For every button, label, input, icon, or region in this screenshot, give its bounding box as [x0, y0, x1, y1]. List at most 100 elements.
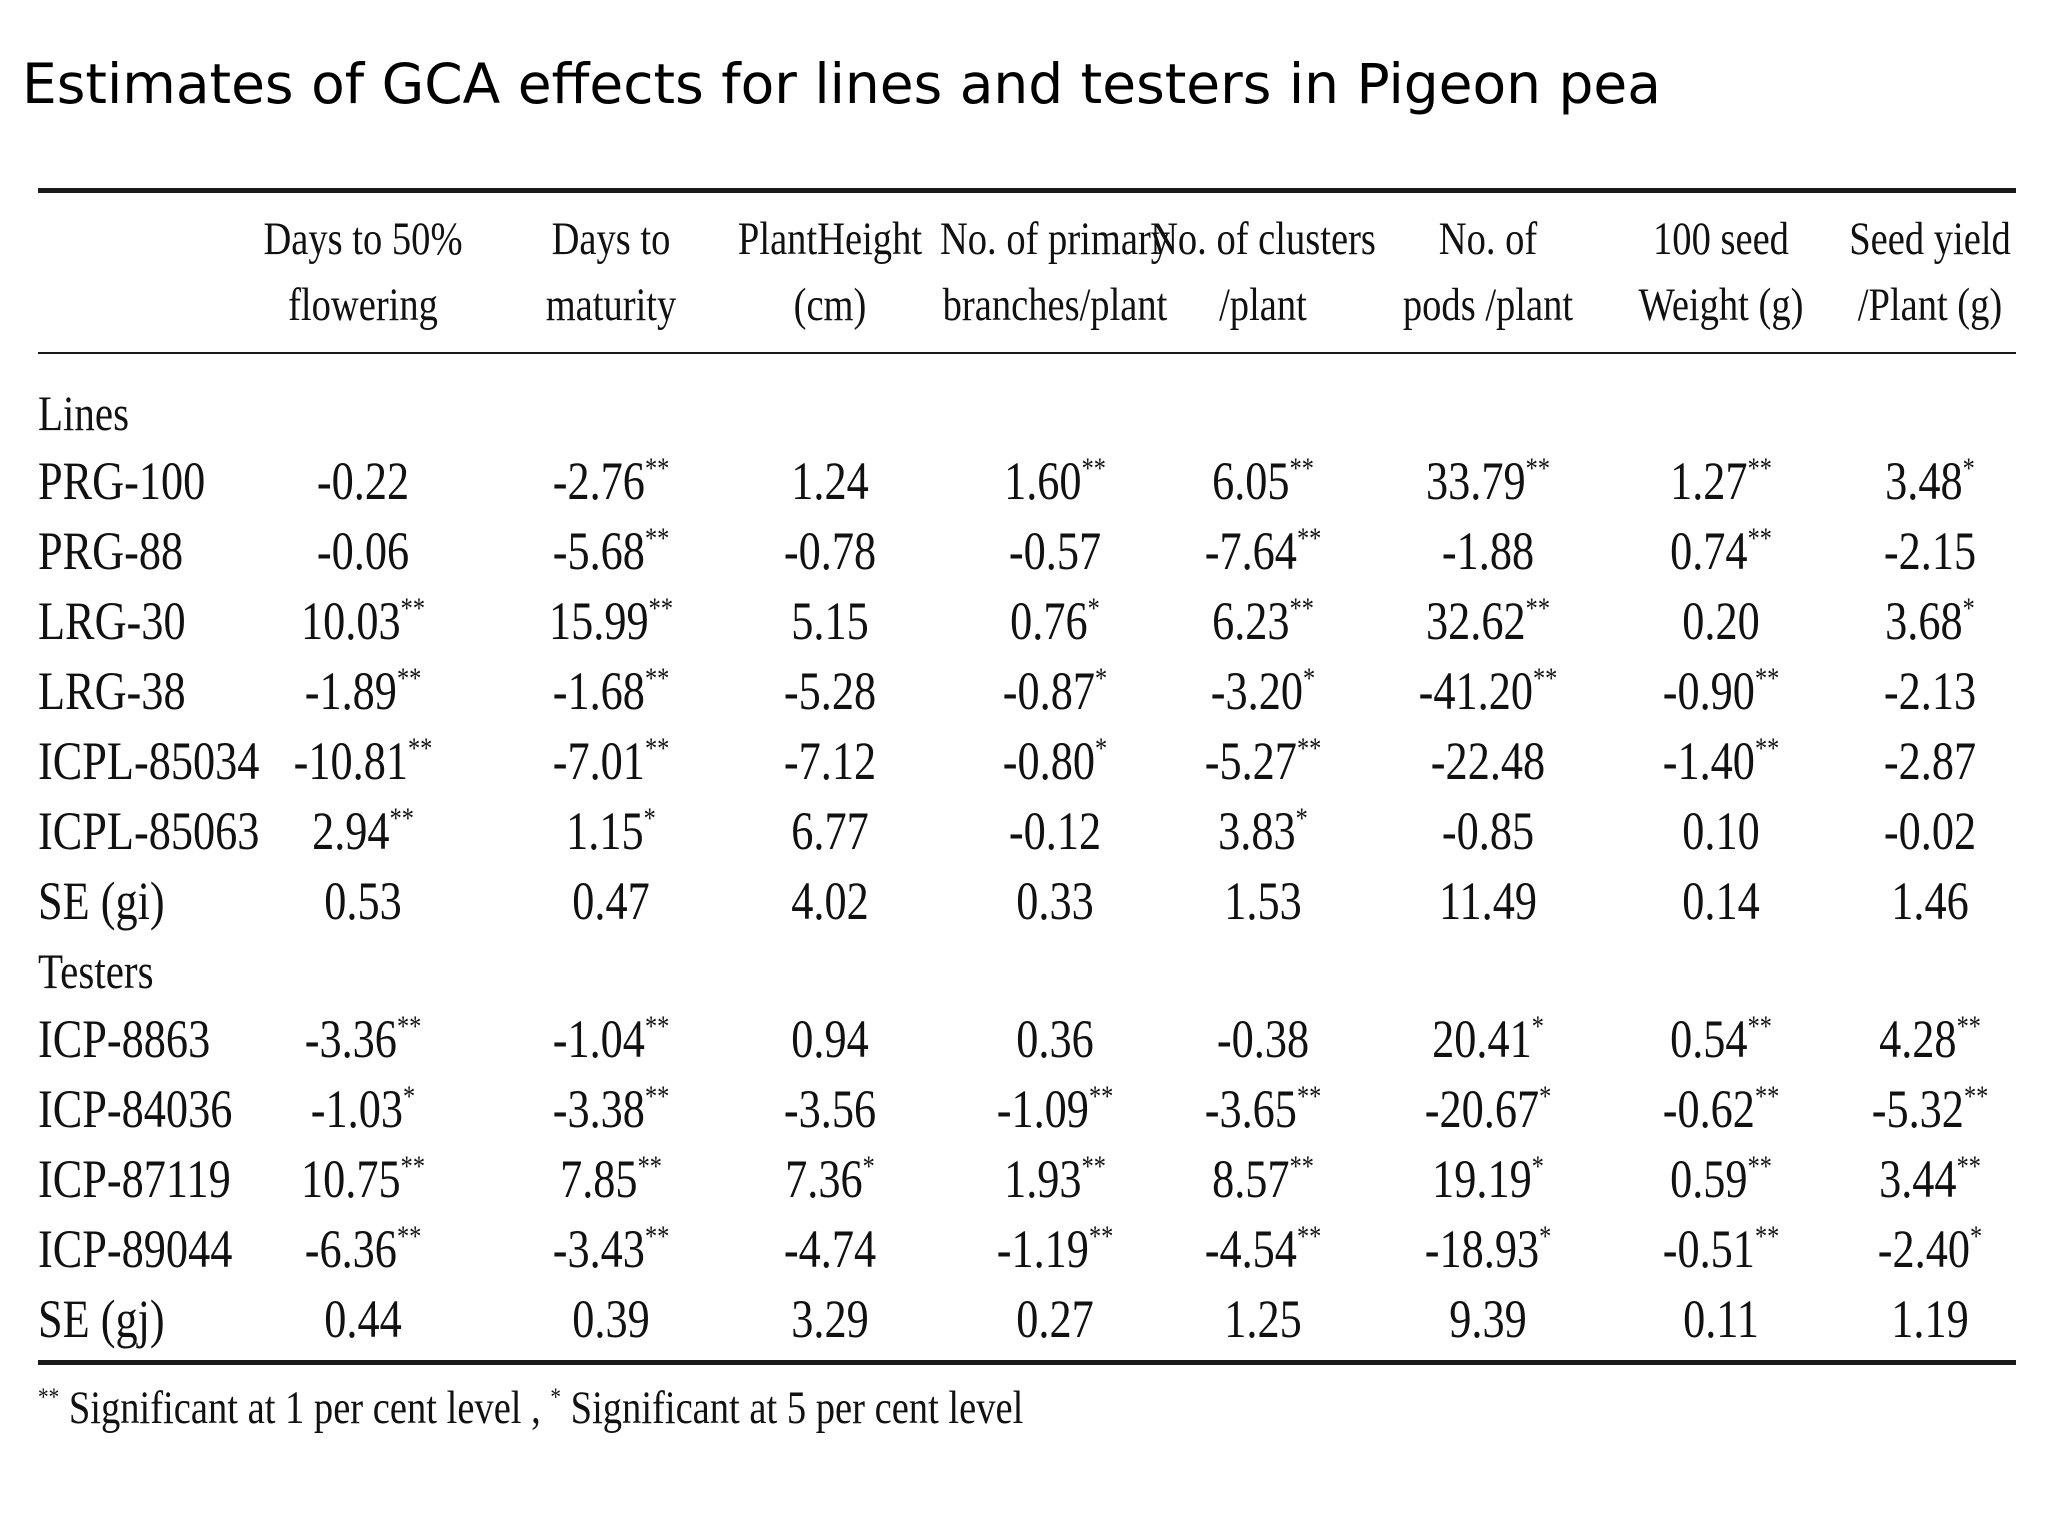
row-label: ICP-8863: [38, 1009, 211, 1069]
table-cell: 0.10: [1614, 796, 1827, 866]
table-cell: 3.83*: [1156, 796, 1369, 866]
cell-value: -3.56: [783, 1079, 877, 1139]
significance-mark: **: [645, 1011, 670, 1044]
significance-mark: *: [1539, 1221, 1552, 1254]
cell-value: -0.78: [783, 521, 877, 581]
table-cell: 7.85**: [505, 1144, 718, 1214]
cell-value: 0.20: [1681, 591, 1760, 651]
significance-mark: **: [1754, 663, 1779, 696]
table-cell: 1.24: [723, 446, 936, 516]
table-row: SE (gj) 0.44 0.39 3.29 0.27 1.25 9.39 0.11 1.19: [38, 1284, 2016, 1354]
table-row: LRG-38 -1.89** -1.68** -5.28 -0.87* -3.20* -41…: [38, 656, 2016, 726]
table-cell: 0.11: [1614, 1284, 1827, 1354]
cell-value: 15.99: [549, 591, 650, 651]
column-header-2: Days to maturity: [480, 206, 742, 338]
table-cell: 5.15: [723, 586, 936, 656]
footnote-text-1: Significant at 1 per cent level ,: [59, 1382, 551, 1434]
significance-mark: **: [1289, 1151, 1314, 1184]
significance-mark: *: [403, 1081, 416, 1114]
cell-value: 11.49: [1438, 871, 1537, 931]
table-cell: -0.51**: [1614, 1214, 1827, 1284]
table-cell: -0.85: [1381, 796, 1594, 866]
cell-value: -2.87: [1883, 731, 1977, 791]
cell-value: 1.93: [1003, 1149, 1082, 1209]
cell-value: 0.44: [324, 1289, 402, 1349]
cell-value: 33.79: [1425, 451, 1526, 511]
table-cell: -18.93*: [1381, 1214, 1594, 1284]
significance-mark: **: [1525, 593, 1550, 626]
column-header-line: PlantHeight: [737, 213, 922, 265]
table-row: ICPL-85034 -10.81** -7.01** -7.12 -0.80* -5.2…: [38, 726, 2016, 796]
significance-mark: **: [1754, 733, 1779, 766]
cell-value: 4.28: [1879, 1009, 1957, 1069]
table-bottom-rule: [38, 1360, 2016, 1365]
significance-mark: **: [1525, 453, 1550, 486]
table-row: ICP-89044 -6.36** -3.43** -4.74 -1.19** -4.54…: [38, 1214, 2016, 1284]
cell-value: 1.46: [1891, 871, 1969, 931]
table-cell: 6.77: [723, 796, 936, 866]
significance-mark: **: [645, 1081, 670, 1114]
significance-mark: **: [637, 1151, 663, 1184]
cell-value: -1.03: [310, 1079, 404, 1139]
cell-value: -1.89: [304, 661, 398, 721]
column-header-4: No. of primary branches/plant: [924, 206, 1186, 338]
table-cell: 3.48*: [1823, 446, 2036, 516]
table-cell: -0.12: [948, 796, 1161, 866]
cell-value: 3.48: [1885, 451, 1963, 511]
cell-value: 6.77: [791, 801, 869, 861]
table-cell: 0.53: [257, 866, 470, 936]
significance-mark: **: [389, 803, 415, 836]
table-cell: -22.48: [1381, 726, 1594, 796]
significance-mark: **: [1289, 453, 1314, 486]
table-cell: -0.90**: [1614, 656, 1827, 726]
cell-value: -2.40: [1877, 1219, 1971, 1279]
cell-value: 0.54: [1669, 1009, 1748, 1069]
cell-value: 0.14: [1681, 871, 1760, 931]
cell-value: -0.22: [317, 451, 410, 511]
table-cell: 0.54**: [1614, 1004, 1827, 1074]
column-header-line: maturity: [546, 279, 677, 331]
table-cell: 0.74**: [1614, 516, 1827, 586]
cell-value: 3.44: [1879, 1149, 1957, 1209]
table-cell: -1.40**: [1614, 726, 1827, 796]
gca-effects-table: Days to 50% flowering Days to maturity Plant…: [38, 188, 2016, 1434]
table-cell: 1.25: [1156, 1284, 1369, 1354]
significance-mark: **: [645, 523, 670, 556]
table-cell: -1.19**: [948, 1214, 1161, 1284]
cell-value: 0.10: [1681, 801, 1760, 861]
significance-mark: *: [1970, 1221, 1983, 1254]
significance-mark: *: [1531, 1151, 1544, 1184]
table-cell: 20.41*: [1381, 1004, 1594, 1074]
cell-value: -3.43: [553, 1219, 646, 1279]
table-cell: 19.19*: [1381, 1144, 1594, 1214]
cell-value: -41.20: [1418, 661, 1533, 721]
table-cell: -0.87*: [948, 656, 1161, 726]
significance-mark: **: [1296, 523, 1322, 556]
significance-mark: **: [1081, 1151, 1106, 1184]
table-cell: -1.09**: [948, 1074, 1161, 1144]
table-cell: -0.06: [257, 516, 470, 586]
row-label: PRG-88: [38, 521, 184, 581]
significance-mark: *: [1094, 663, 1108, 696]
cell-value: 6.23: [1212, 591, 1290, 651]
cell-value: -2.76: [553, 451, 646, 511]
cell-value: -4.74: [783, 1219, 877, 1279]
section-label-lines: Lines: [38, 385, 130, 441]
cell-value: -3.38: [553, 1079, 646, 1139]
table-cell: 33.79**: [1381, 446, 1594, 516]
footnote-text-2: Significant at 5 per cent level: [561, 1382, 1024, 1434]
row-label: ICPL-85063: [38, 801, 260, 861]
cell-value: -20.67: [1424, 1079, 1540, 1139]
table-cell: -0.22: [257, 446, 470, 516]
row-label: ICP-84036: [38, 1079, 233, 1139]
cell-value: -5.32: [1871, 1079, 1965, 1139]
cell-value: -7.01: [553, 731, 646, 791]
table-cell: 0.94: [723, 1004, 936, 1074]
cell-value: 1.27: [1669, 451, 1748, 511]
table-cell: 1.27**: [1614, 446, 1827, 516]
table-row: SE (gi) 0.53 0.47 4.02 0.33 1.53 11.49 0.14 1.46: [38, 866, 2016, 936]
cell-value: 0.59: [1669, 1149, 1748, 1209]
cell-value: 7.85: [560, 1149, 638, 1209]
cell-value: -1.40: [1662, 731, 1755, 791]
cell-value: 0.33: [1016, 871, 1094, 931]
